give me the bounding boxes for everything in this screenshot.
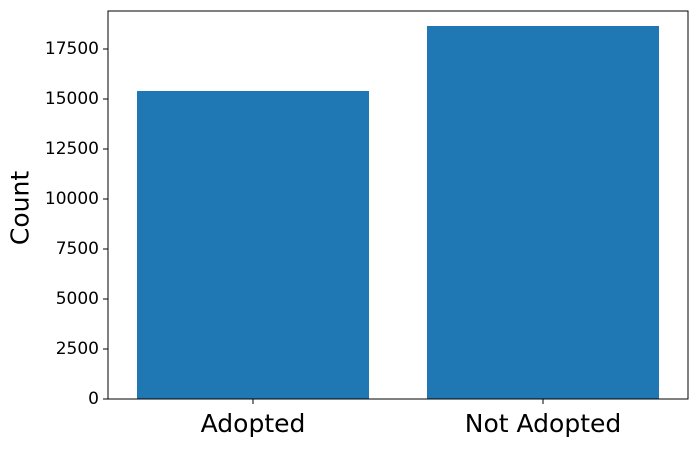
y-tick-label: 7500 [56, 239, 99, 259]
bar-not-adopted [427, 26, 659, 399]
bars-layer [137, 26, 659, 399]
y-tick-label: 10000 [45, 189, 99, 209]
y-tick-label: 2500 [56, 339, 99, 359]
x-tick-label: Adopted [201, 409, 306, 438]
y-tick-label: 5000 [56, 289, 99, 309]
bar-adopted [137, 91, 369, 399]
y-tick-label: 17500 [45, 39, 99, 59]
y-axis-label: Count [6, 171, 35, 245]
plot-frame [107, 10, 689, 400]
x-tick-label: Not Adopted [465, 409, 622, 438]
y-axis-ticks: 0 2500 5000 7500 10000 12500 15000 17500 [45, 39, 108, 409]
y-tick-label: 15000 [45, 89, 99, 109]
x-axis-ticks: Adopted Not Adopted [201, 399, 622, 438]
y-tick-label: 0 [88, 389, 99, 409]
y-tick-label: 12500 [45, 139, 99, 159]
